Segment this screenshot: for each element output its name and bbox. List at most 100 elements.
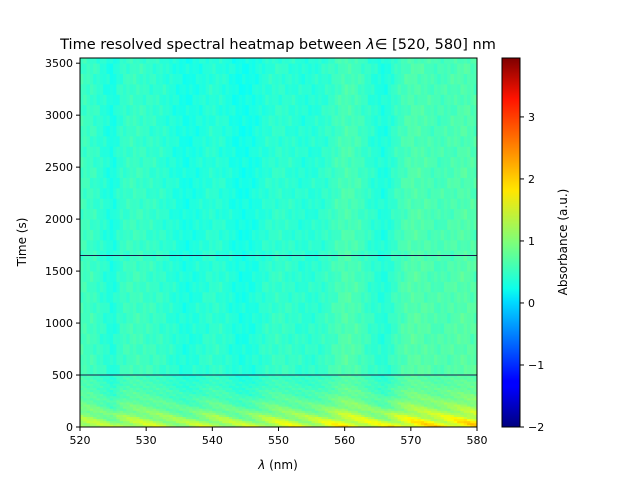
heatmap-cell xyxy=(149,399,154,403)
heatmap-cell xyxy=(258,416,263,420)
heatmap-cell xyxy=(414,422,418,426)
heatmap-cell xyxy=(86,404,91,407)
heatmap-cell xyxy=(285,377,289,380)
heatmap-cell xyxy=(228,422,233,426)
heatmap-cell xyxy=(463,383,468,386)
heatmap-cell xyxy=(338,402,342,405)
heatmap-cell xyxy=(215,239,220,251)
heatmap-cell xyxy=(238,381,243,384)
heatmap-cell xyxy=(377,404,382,407)
heatmap-cell xyxy=(417,389,422,393)
heatmap-cell xyxy=(252,343,256,355)
heatmap-cell xyxy=(179,412,183,415)
heatmap-cell xyxy=(189,422,193,426)
heatmap-cell xyxy=(318,291,322,303)
heatmap-cell xyxy=(371,323,375,334)
heatmap-cell xyxy=(252,424,256,428)
heatmap-cell xyxy=(93,424,97,428)
heatmap-cell xyxy=(467,389,471,393)
heatmap-cell xyxy=(457,383,461,386)
heatmap-cell xyxy=(457,208,461,220)
heatmap-cell xyxy=(473,393,478,397)
heatmap-cell xyxy=(96,424,101,428)
heatmap-cell xyxy=(394,424,398,428)
heatmap-cell xyxy=(291,422,296,426)
heatmap-cell xyxy=(189,302,193,314)
heatmap-cell xyxy=(404,414,408,418)
heatmap-cell xyxy=(271,393,276,397)
heatmap-cell xyxy=(225,333,230,345)
heatmap-cell xyxy=(123,422,127,426)
heatmap-cell xyxy=(367,364,372,376)
heatmap-cell xyxy=(328,271,332,282)
heatmap-cell xyxy=(195,404,200,407)
heatmap-cell xyxy=(298,387,303,390)
heatmap-cell xyxy=(291,343,296,355)
heatmap-cell xyxy=(179,422,183,426)
heatmap-cell xyxy=(166,208,170,220)
heatmap-cell xyxy=(238,387,243,390)
heatmap-cell xyxy=(271,219,276,230)
heatmap-cell xyxy=(152,387,157,390)
heatmap-cell xyxy=(248,302,253,314)
heatmap-cell xyxy=(109,291,114,303)
heatmap-cell xyxy=(308,412,312,415)
heatmap-cell xyxy=(83,414,88,418)
heatmap-cell xyxy=(443,410,448,413)
heatmap-cell xyxy=(298,410,303,413)
heatmap-cell xyxy=(450,424,455,428)
heatmap-cell xyxy=(242,239,246,251)
heatmap-cell xyxy=(205,410,210,413)
heatmap-cell xyxy=(414,383,418,386)
heatmap-cell xyxy=(172,389,177,393)
heatmap-cell xyxy=(96,397,101,401)
heatmap-cell xyxy=(424,420,428,424)
heatmap-cell xyxy=(304,391,309,395)
heatmap-cell xyxy=(467,271,471,282)
heatmap-cell xyxy=(268,302,273,314)
heatmap-cell xyxy=(106,364,111,376)
heatmap-cell xyxy=(252,333,256,345)
heatmap-cell xyxy=(258,408,263,411)
heatmap-cell xyxy=(384,387,389,390)
heatmap-cell xyxy=(394,385,398,388)
heatmap-cell xyxy=(285,416,289,420)
heatmap-cell xyxy=(96,364,101,376)
heatmap-cell xyxy=(334,418,339,422)
heatmap-cell xyxy=(212,385,217,388)
heatmap-cell xyxy=(205,383,210,386)
heatmap-cell xyxy=(261,399,266,403)
heatmap-cell xyxy=(123,354,127,366)
heatmap-cell xyxy=(218,416,223,420)
heatmap-cell xyxy=(450,418,455,422)
heatmap-cell xyxy=(228,389,233,393)
heatmap-cell xyxy=(113,375,117,378)
heatmap-cell xyxy=(205,393,210,397)
heatmap-cell xyxy=(225,364,230,376)
heatmap-cell xyxy=(311,333,316,345)
heatmap-cell xyxy=(334,375,339,378)
heatmap-cell xyxy=(106,420,111,424)
heatmap-cell xyxy=(252,291,256,303)
heatmap-cell xyxy=(433,420,438,424)
heatmap-cell xyxy=(470,416,475,420)
heatmap-cell xyxy=(162,399,167,403)
heatmap-cell xyxy=(424,333,428,345)
heatmap-cell xyxy=(314,414,319,418)
heatmap-cell xyxy=(93,385,97,388)
heatmap-cell xyxy=(400,302,405,314)
heatmap-cell xyxy=(341,379,346,382)
heatmap-cell xyxy=(470,385,475,388)
heatmap-cell xyxy=(453,291,458,303)
heatmap-cell xyxy=(344,389,349,393)
heatmap-cell xyxy=(271,385,276,388)
heatmap-cell xyxy=(103,312,107,324)
heatmap-cell xyxy=(321,198,326,210)
heatmap-cell xyxy=(278,377,283,380)
heatmap-cell xyxy=(245,281,250,293)
heatmap-cell xyxy=(242,391,246,395)
heatmap-cell xyxy=(89,410,94,413)
heatmap-cell xyxy=(473,391,478,395)
heatmap-cell xyxy=(139,291,144,303)
heatmap-cell xyxy=(179,260,183,272)
